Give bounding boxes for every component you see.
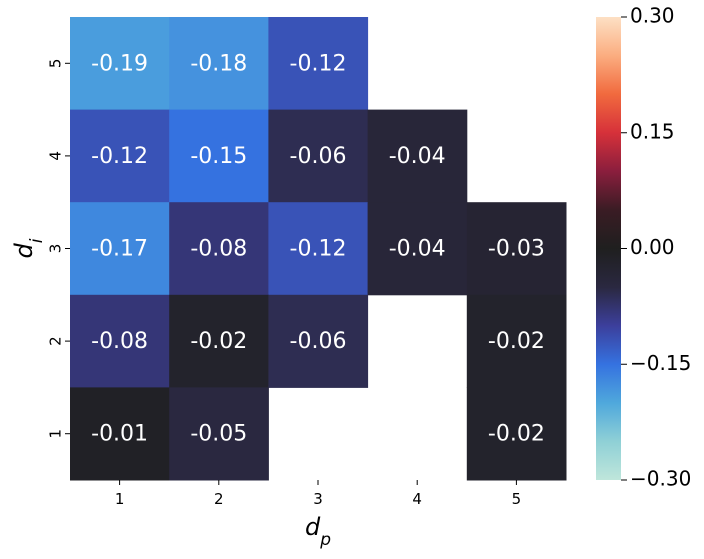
heatmap-cell-label: -0.04 bbox=[389, 144, 446, 169]
heatmap-cell-label: -0.04 bbox=[389, 237, 446, 262]
heatmap-cell: -0.12 bbox=[70, 109, 170, 203]
y-tick-label: 2 bbox=[47, 336, 65, 346]
heatmap-cell-rect bbox=[367, 202, 468, 296]
heatmap-cell-label: -0.06 bbox=[290, 144, 347, 169]
y-tick-label: 1 bbox=[47, 429, 65, 439]
heatmap-axes: 1 2 3 4 5 5 4 3 2 1 dp di bbox=[10, 59, 521, 550]
x-tick-label: 1 bbox=[115, 490, 125, 508]
heatmap-cell-rect bbox=[70, 387, 170, 481]
heatmap-cell-rect bbox=[169, 17, 269, 111]
heatmap-cell: -0.08 bbox=[70, 294, 170, 388]
heatmap-cell-label: -0.12 bbox=[290, 237, 347, 262]
heatmap-cell-label: -0.15 bbox=[190, 144, 247, 169]
colorbar-tick-label: −0.15 bbox=[630, 351, 691, 375]
heatmap-cell-label: -0.08 bbox=[190, 237, 247, 262]
heatmap-cell-label: -0.02 bbox=[190, 329, 247, 354]
heatmap-cell-label: -0.01 bbox=[91, 422, 148, 447]
heatmap-cell: -0.12 bbox=[268, 17, 369, 111]
heatmap-cell-rect bbox=[70, 109, 170, 203]
heatmap-cell-rect bbox=[169, 109, 269, 203]
heatmap-cell: -0.02 bbox=[466, 294, 567, 388]
y-axis-label: di bbox=[10, 238, 47, 258]
colorbar-tick-label: 0.00 bbox=[630, 235, 675, 259]
heatmap-cell-label: -0.08 bbox=[91, 329, 148, 354]
heatmap-cell-rect bbox=[169, 294, 269, 388]
heatmap-cell: -0.19 bbox=[70, 17, 170, 111]
x-axis-label: dp bbox=[305, 513, 331, 550]
heatmap-cell-rect bbox=[268, 202, 369, 296]
y-tick-label: 3 bbox=[47, 244, 65, 254]
heatmap-cell-rect bbox=[268, 109, 369, 203]
heatmap-cell: -0.02 bbox=[169, 294, 269, 388]
heatmap-cell-rect bbox=[70, 17, 170, 111]
heatmap-cell-rect bbox=[169, 387, 269, 481]
heatmap-cell-label: -0.02 bbox=[488, 329, 545, 354]
heatmap-cell-rect bbox=[169, 202, 269, 296]
heatmap-cell: -0.18 bbox=[169, 17, 269, 111]
heatmap-cell: -0.17 bbox=[70, 202, 170, 296]
x-tick-label: 4 bbox=[412, 490, 422, 508]
heatmap-cell-label: -0.02 bbox=[488, 422, 545, 447]
colorbar-tick-label: 0.30 bbox=[630, 4, 675, 28]
heatmap-cell-label: -0.18 bbox=[190, 51, 247, 76]
heatmap-cell-label: -0.03 bbox=[488, 237, 545, 262]
heatmap-cell-label: -0.17 bbox=[91, 237, 148, 262]
heatmap-cell: -0.05 bbox=[169, 387, 269, 481]
y-tick-label: 4 bbox=[47, 151, 65, 161]
colorbar: 0.30 0.15 0.00 −0.15 −0.30 bbox=[596, 4, 691, 491]
heatmap-cell-label: -0.19 bbox=[91, 51, 148, 76]
heatmap-cells: -0.19 -0.18 -0.12 -0.12 -0.15 -0.06 -0.04 -0.17… bbox=[70, 17, 567, 481]
heatmap-cell: -0.04 bbox=[367, 109, 468, 203]
heatmap-cell-rect bbox=[70, 294, 170, 388]
y-tick-label: 5 bbox=[47, 59, 65, 69]
heatmap-cell: -0.06 bbox=[268, 294, 369, 388]
heatmap-cell: -0.15 bbox=[169, 109, 269, 203]
heatmap-cell-rect bbox=[466, 202, 567, 296]
heatmap-cell-label: -0.12 bbox=[91, 144, 148, 169]
x-tick-label: 2 bbox=[214, 490, 224, 508]
heatmap-cell-label: -0.05 bbox=[190, 422, 247, 447]
heatmap-cell-rect bbox=[367, 109, 468, 203]
x-tick-label: 5 bbox=[512, 490, 522, 508]
heatmap-cell-label: -0.06 bbox=[290, 329, 347, 354]
colorbar-tick-label: 0.15 bbox=[630, 119, 675, 143]
heatmap-cell: -0.03 bbox=[466, 202, 567, 296]
heatmap-cell: -0.01 bbox=[70, 387, 170, 481]
colorbar-tick-label: −0.30 bbox=[630, 467, 691, 491]
x-tick-label: 3 bbox=[313, 490, 323, 508]
heatmap-cell-rect bbox=[466, 387, 567, 481]
heatmap-cell: -0.06 bbox=[268, 109, 369, 203]
heatmap-cell-rect bbox=[466, 294, 567, 388]
heatmap-cell-rect bbox=[70, 202, 170, 296]
colorbar-gradient bbox=[596, 17, 621, 480]
heatmap-cell: -0.08 bbox=[169, 202, 269, 296]
heatmap-cell-label: -0.12 bbox=[290, 51, 347, 76]
heatmap-cell-rect bbox=[268, 17, 369, 111]
heatmap-cell-rect bbox=[268, 294, 369, 388]
heatmap-cell: -0.02 bbox=[466, 387, 567, 481]
heatmap-cell: -0.04 bbox=[367, 202, 468, 296]
heatmap-cell: -0.12 bbox=[268, 202, 369, 296]
